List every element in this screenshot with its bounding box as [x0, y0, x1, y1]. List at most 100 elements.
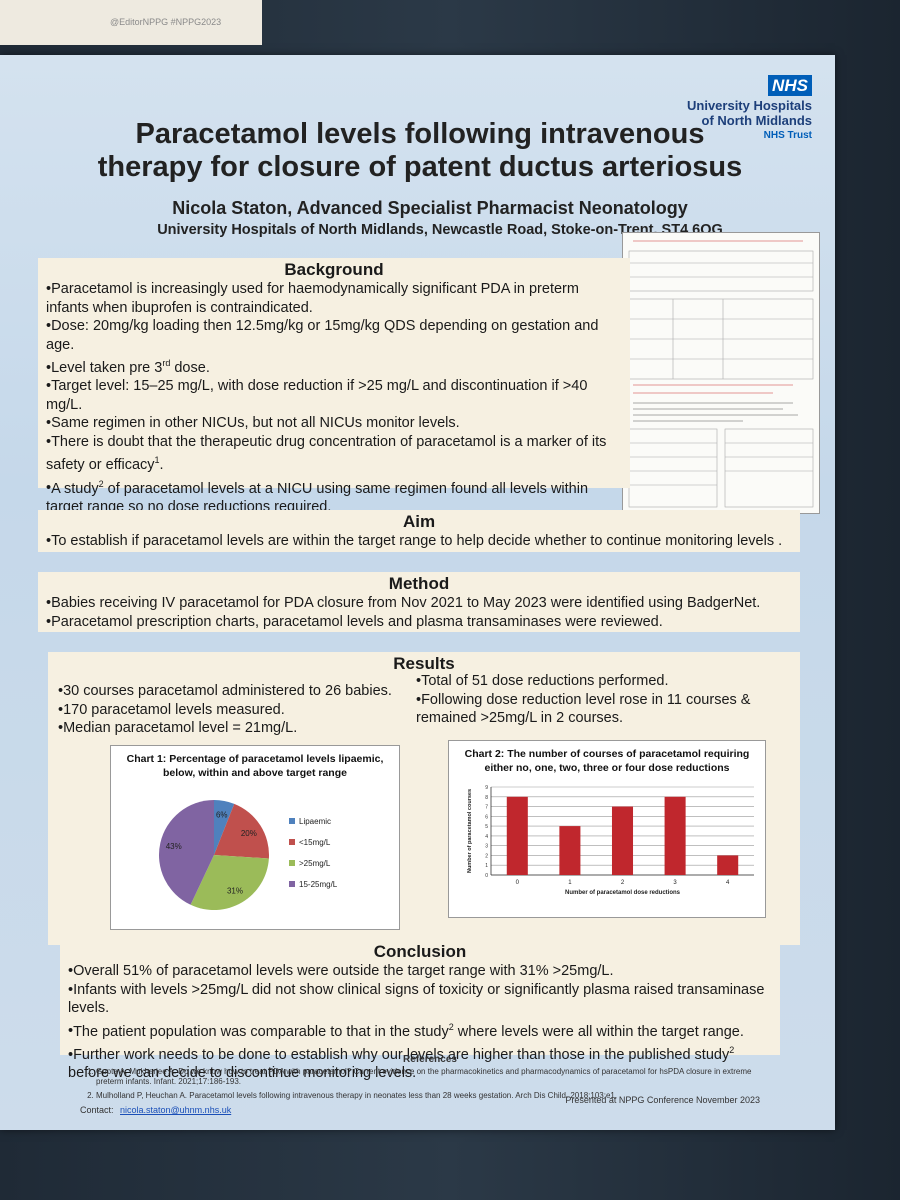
y-tick-label: 3: [485, 844, 488, 850]
trust: NHS Trust: [763, 130, 812, 141]
y-tick-label: 1: [485, 863, 488, 869]
superscript: 2: [729, 1044, 735, 1055]
bullet: Infants with levels >25mg/L did not show…: [68, 981, 772, 1018]
slice-label: 31%: [227, 887, 243, 896]
bullet-text: There is doubt that the therapeutic drug…: [46, 433, 607, 474]
bar: [717, 855, 739, 875]
bullet: Level taken pre 3rd dose.: [46, 354, 622, 377]
pie-chart: 6% 20% 31% 43% Lipaemic <15mg/L >25mg/L 15-25mg…: [159, 800, 338, 910]
method-section: Method Babies receiving IV paracetamol f…: [38, 572, 800, 632]
bullet-list: Paracetamol is increasingly used for hae…: [46, 280, 622, 516]
bullet-text: where levels were all within the target …: [453, 1023, 744, 1040]
bullet: Target level: 15–25 mg/L, with dose redu…: [46, 377, 622, 414]
bullet-list: 30 courses paracetamol administered to 2…: [58, 682, 398, 738]
bullet-text: Dose: 20mg/kg loading then 12.5mg/kg or …: [46, 318, 599, 353]
bullet: Further work needs to be done to establi…: [68, 1041, 772, 1083]
references: References Gupta A, Mukherjee A. Do we k…: [80, 1054, 780, 1117]
bullet: Following dose reduction level rose in 1…: [416, 691, 776, 728]
tweet-tag: @EditorNPPG #NPPG2023: [0, 0, 262, 45]
bullet-text: Level taken pre 3: [51, 359, 163, 376]
reference-list: Gupta A, Mukherjee A. Do we know how to …: [80, 1067, 780, 1101]
legend-label: >25mg/L: [299, 859, 331, 868]
chart-title: Chart 2: The number of courses of parace…: [464, 748, 750, 774]
bullet-list: Overall 51% of paracetamol levels were o…: [68, 962, 772, 1083]
legend-label: Lipaemic: [299, 817, 331, 826]
legend-swatch: [289, 839, 295, 845]
heading: Results: [393, 654, 455, 673]
bar: [611, 806, 634, 875]
bullet: Total of 51 dose reductions performed.: [416, 672, 776, 691]
chart-title: Chart 1: Percentage of paracetamol level…: [126, 753, 384, 779]
bullet-text: 30 courses paracetamol administered to 2…: [63, 683, 392, 699]
heading: References: [403, 1054, 457, 1065]
bar: [506, 796, 528, 875]
bullet: Dose: 20mg/kg loading then 12.5mg/kg or …: [46, 317, 622, 354]
bullet: There is doubt that the therapeutic drug…: [46, 433, 622, 475]
y-tick-label: 0: [485, 873, 488, 879]
bullet-text: The patient population was comparable to…: [73, 1023, 449, 1040]
bullet: Paracetamol prescription charts, paracet…: [46, 613, 792, 632]
y-tick-label: 6: [485, 814, 488, 820]
heading: Background: [284, 260, 384, 279]
bar: [664, 796, 686, 875]
bullet-text: dose.: [170, 359, 210, 376]
bullet-text: Paracetamol prescription charts, paracet…: [51, 613, 663, 630]
bullet: Babies receiving IV paracetamol for PDA …: [46, 594, 792, 613]
x-axis-label: Number of paracetamol dose reductions: [565, 890, 681, 896]
superscript: 2: [98, 478, 104, 489]
aim-section: Aim To establish if paracetamol levels a…: [38, 510, 800, 552]
presented: Presented at NPPG Conference November 20…: [565, 1095, 760, 1105]
bullet-text: Babies receiving IV paracetamol for PDA …: [51, 595, 761, 611]
bullet-text: 170 paracetamol levels measured.: [63, 701, 285, 718]
bullet-text: Median paracetamol level = 21mg/L.: [63, 720, 298, 736]
bullet-text: Same regimen in other NICUs, but not all…: [51, 415, 460, 432]
bullet-text: Target level: 15–25 mg/L, with dose redu…: [46, 378, 588, 413]
legend-label: 15-25mg/L: [299, 880, 338, 889]
superscript: rd: [162, 358, 171, 368]
y-axis-label: Number of paracetamol courses: [467, 789, 473, 873]
bullet-text: Paracetamol is increasingly used for hae…: [46, 281, 579, 316]
slice-label: 43%: [166, 842, 182, 851]
bullet: Overall 51% of paracetamol levels were o…: [68, 962, 772, 981]
superscript: 2: [448, 1021, 454, 1032]
bar: [559, 826, 581, 875]
bullet: 30 courses paracetamol administered to 2…: [58, 682, 398, 701]
legend-swatch: [289, 818, 295, 824]
chart-2: Chart 2: The number of courses of parace…: [448, 740, 766, 918]
x-tick-label: 1: [568, 880, 572, 886]
legend-label: <15mg/L: [299, 838, 331, 847]
heading: Aim: [402, 512, 436, 531]
superscript: 1: [154, 455, 160, 466]
chart-image-sketch: [628, 240, 814, 508]
bullet-text: Infants with levels >25mg/L did not show…: [68, 981, 765, 1017]
legend-swatch: [289, 881, 295, 887]
contact-label: Contact:: [80, 1105, 114, 1115]
y-tick-label: 7: [485, 805, 488, 811]
heading: Conclusion: [373, 942, 467, 961]
title: Paracetamol levels following intravenous…: [97, 118, 743, 183]
pie-slice: [190, 855, 269, 910]
bullet-list: Babies receiving IV paracetamol for PDA …: [46, 594, 792, 631]
y-tick-label: 9: [485, 785, 488, 791]
results-section: Results 30 courses paracetamol administe…: [48, 652, 800, 945]
bullet: Median paracetamol level = 21mg/L.: [58, 719, 398, 738]
x-tick-label: 0: [516, 880, 520, 886]
author: Nicola Staton, Advanced Specialist Pharm…: [172, 198, 688, 218]
organisation: University Hospitals of North Midlands: [687, 98, 812, 128]
bullet-text: A study: [51, 480, 99, 497]
y-tick-label: 4: [485, 834, 488, 840]
bullet-text: Following dose reduction level rose in 1…: [416, 691, 751, 727]
bullet-list: Total of 51 dose reductions performed. Fo…: [416, 672, 776, 728]
bullet-text: To establish if paracetamol levels are w…: [51, 533, 783, 549]
x-tick-label: 2: [621, 880, 625, 886]
heading: Method: [388, 574, 450, 593]
y-tick-label: 5: [485, 824, 488, 830]
y-tick-label: 8: [485, 795, 488, 801]
conclusion-section: Conclusion Overall 51% of paracetamol le…: [60, 940, 780, 1081]
background-section: Background Paracetamol is increasingly u…: [38, 258, 630, 515]
reference: Gupta A, Mukherjee A. Do we know how to …: [96, 1067, 780, 1087]
contact-email[interactable]: nicola.staton@uhnm.nhs.uk: [120, 1105, 232, 1115]
x-tick-label: 4: [726, 880, 730, 886]
slice-label: 20%: [241, 829, 257, 838]
